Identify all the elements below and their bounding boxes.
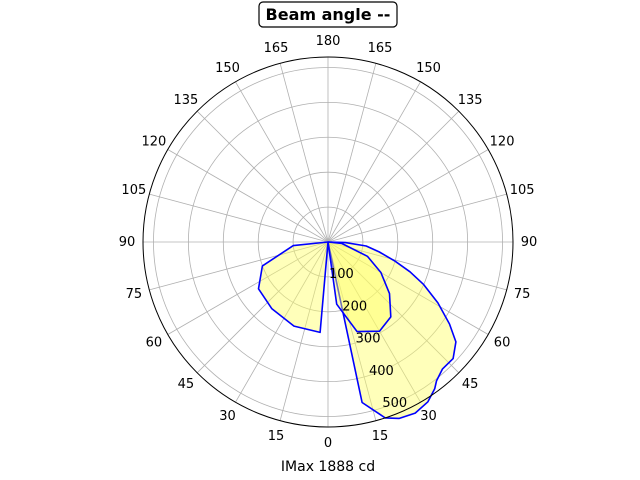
- polar-grid: [143, 57, 513, 427]
- angle-tick-label: 120: [142, 135, 167, 150]
- angle-tick-label: 150: [215, 61, 240, 76]
- angular-gridline-8: [327, 149, 489, 243]
- angle-tick-label: 90: [521, 235, 538, 250]
- angle-tick-label: 150: [416, 61, 441, 76]
- angular-gridline-21: [196, 241, 329, 374]
- angular-gridline-17: [149, 193, 329, 243]
- outer-ring: [142, 56, 514, 428]
- angle-tick-label: 135: [458, 93, 483, 108]
- angle-tick-label: 15: [372, 429, 389, 444]
- angle-tick-label: 15: [268, 429, 285, 444]
- angular-gridline-5: [327, 241, 507, 291]
- radial-tick-labels: 100 200 300 400 500: [329, 267, 407, 411]
- angular-gridline-13: [279, 63, 329, 243]
- angle-tick-label: 75: [514, 287, 531, 302]
- radial-tick-label: 300: [356, 332, 381, 347]
- angular-gridline-1: [327, 241, 377, 421]
- angle-tick-labels: 0 15 30 45 60 75 90 105 120 135 150 165 180 165 150 135…: [119, 34, 538, 451]
- radial-tick-label: 400: [369, 364, 394, 379]
- angular-gridline-14: [235, 81, 329, 243]
- angle-tick-label: 180: [316, 34, 341, 49]
- angle-tick-label: 45: [462, 377, 479, 392]
- series-2-line: [257, 241, 392, 334]
- radial-tick-label: 500: [382, 396, 407, 411]
- angle-tick-label: 105: [510, 183, 535, 198]
- angular-gridline-23: [279, 241, 329, 421]
- angular-gridline-9: [327, 110, 460, 243]
- x-axis-label: IMax 1888 cd: [281, 459, 375, 475]
- radial-tick-label: 200: [342, 299, 367, 314]
- angular-gridline-7: [327, 193, 507, 243]
- angle-tick-label: 165: [368, 41, 393, 56]
- angle-tick-label: 45: [178, 377, 195, 392]
- angle-tick-label: 165: [264, 41, 289, 56]
- angular-gridline-2: [327, 241, 421, 403]
- series-2-fill: [258, 242, 391, 333]
- angular-gridline-10: [327, 81, 421, 243]
- radial-tick-label: 100: [329, 267, 354, 282]
- angle-tick-label: 60: [494, 336, 511, 351]
- angular-gridline-20: [167, 241, 329, 335]
- angular-gridline-16: [167, 149, 329, 243]
- data-series: [257, 241, 457, 420]
- angular-gridline-4: [327, 241, 489, 335]
- angular-gridline-22: [235, 241, 329, 403]
- angular-gridline-3: [327, 241, 460, 374]
- angle-tick-label: 135: [173, 93, 198, 108]
- angle-tick-label: 60: [146, 336, 163, 351]
- series-1-line: [327, 241, 457, 420]
- angle-tick-label: 75: [126, 287, 143, 302]
- angular-gridline-15: [196, 110, 329, 243]
- chart-title: Beam angle --: [266, 5, 391, 24]
- angle-tick-label: 90: [119, 235, 136, 250]
- chart-title-box: Beam angle --: [258, 1, 398, 28]
- angle-tick-label: 30: [420, 409, 437, 424]
- angle-tick-label: 30: [219, 409, 236, 424]
- angle-tick-label: 0: [324, 436, 332, 451]
- angle-tick-label: 120: [490, 135, 515, 150]
- angular-gridline-11: [327, 63, 377, 243]
- angle-tick-label: 105: [121, 183, 146, 198]
- angular-gridline-19: [149, 241, 329, 291]
